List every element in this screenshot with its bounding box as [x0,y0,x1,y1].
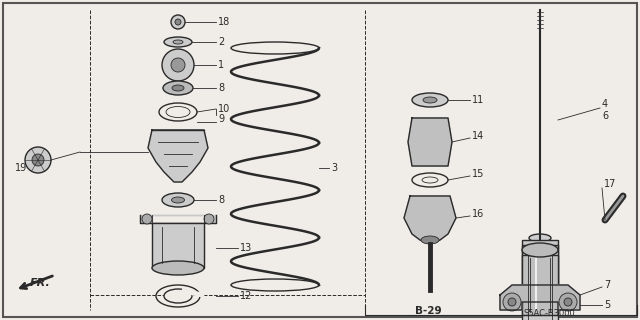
Text: 8: 8 [218,83,224,93]
Circle shape [171,15,185,29]
Circle shape [508,298,516,306]
Text: S5AC-B3000: S5AC-B3000 [524,308,575,317]
Text: B-29: B-29 [415,306,442,316]
Text: 19: 19 [15,163,28,173]
Polygon shape [152,223,204,268]
Text: 8: 8 [218,195,224,205]
Bar [522,245,558,320]
Text: 4: 4 [602,99,608,109]
Ellipse shape [166,107,190,117]
Bar [522,240,558,290]
Ellipse shape [421,236,439,244]
Text: 11: 11 [472,95,484,105]
Polygon shape [404,196,456,244]
Bar [522,255,558,315]
Circle shape [503,293,521,311]
Text: 9: 9 [218,114,224,124]
Text: 6: 6 [602,111,608,121]
Ellipse shape [173,40,183,44]
Circle shape [142,214,152,224]
Ellipse shape [529,234,551,242]
Circle shape [559,293,577,311]
Circle shape [204,214,214,224]
Text: 16: 16 [472,209,484,219]
Text: 10: 10 [218,104,230,114]
Polygon shape [500,285,580,310]
Ellipse shape [152,261,204,275]
Text: 18: 18 [218,17,230,27]
Ellipse shape [422,177,438,183]
Text: 3: 3 [331,163,337,173]
Polygon shape [408,118,452,166]
Ellipse shape [412,93,448,107]
Ellipse shape [522,243,558,257]
Text: 14: 14 [472,131,484,141]
Circle shape [564,298,572,306]
Circle shape [162,49,194,81]
Text: 17: 17 [604,179,616,189]
Circle shape [171,58,185,72]
Text: 13: 13 [240,243,252,253]
Text: 1: 1 [218,60,224,70]
Bar [152,223,204,268]
Text: FR.: FR. [30,278,51,288]
Text: 12: 12 [240,291,252,301]
Circle shape [175,19,181,25]
Text: 2: 2 [218,37,224,47]
Ellipse shape [164,37,192,47]
Ellipse shape [163,81,193,95]
Ellipse shape [172,197,184,203]
Polygon shape [148,130,208,182]
Bar [532,250,548,310]
Ellipse shape [162,193,194,207]
Ellipse shape [423,97,437,103]
Ellipse shape [172,85,184,91]
Circle shape [32,154,44,166]
Ellipse shape [164,289,192,303]
Polygon shape [140,215,216,223]
Text: 7: 7 [604,280,611,290]
Text: 5: 5 [604,300,611,310]
Text: 15: 15 [472,169,484,179]
Circle shape [25,147,51,173]
Ellipse shape [526,243,554,253]
